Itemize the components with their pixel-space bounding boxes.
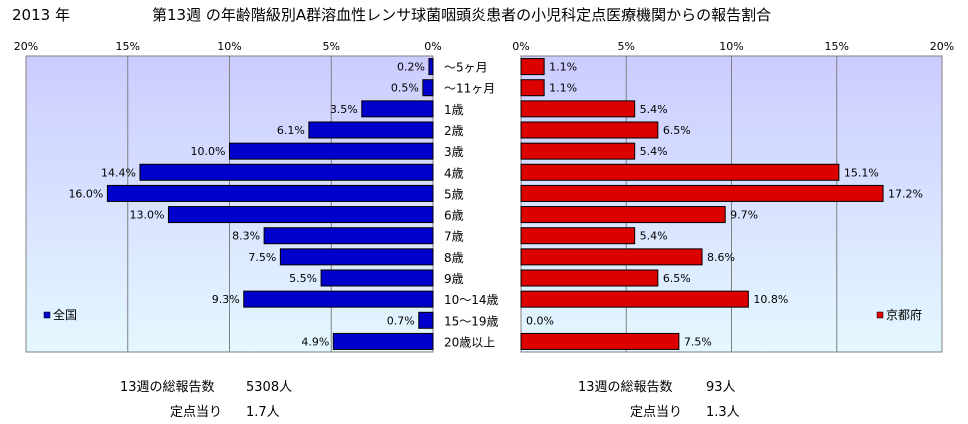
right-bar (520, 79, 545, 97)
right-bar (520, 58, 545, 76)
left-bar (229, 142, 434, 160)
left-bar (332, 332, 434, 350)
category-label: 5歳 (444, 187, 464, 201)
category-label: 20歳以上 (444, 335, 495, 349)
left-bar (308, 121, 434, 139)
right-data-label: 1.1% (549, 82, 577, 95)
left-bar (428, 58, 434, 76)
category-label: 4歳 (444, 166, 464, 180)
left-data-label: 0.7% (387, 314, 415, 327)
category-label: ～5ヶ月 (444, 61, 488, 75)
category-label: 10～14歳 (444, 293, 499, 307)
left-total-value: 5308人 (246, 380, 293, 395)
right-data-label: 7.5% (684, 335, 712, 348)
left-legend-swatch (43, 311, 51, 319)
left-data-label: 0.5% (391, 82, 419, 95)
left-total-label: 13週の総報告数 (120, 380, 215, 395)
right-data-label: 8.6% (707, 251, 735, 264)
left-data-label: 7.5% (248, 251, 276, 264)
right-total-label: 13週の総報告数 (578, 380, 673, 395)
right-tick-label: 10% (719, 40, 743, 53)
right-bar (520, 248, 703, 266)
chart-title: 第13週 の年齢階級別A群溶血性レンサ球菌咽頭炎患者の小児科定点医療機関からの報… (152, 6, 772, 24)
right-legend-swatch (876, 311, 884, 319)
right-data-label: 5.4% (640, 230, 668, 243)
right-per-label: 定点当り (630, 405, 683, 420)
category-label: 6歳 (444, 209, 464, 223)
left-data-label: 14.4% (101, 166, 136, 179)
category-label: 1歳 (444, 103, 464, 117)
left-bar (263, 227, 434, 245)
left-bar (361, 100, 434, 118)
right-per-value: 1.3人 (706, 405, 740, 420)
left-bar (167, 206, 434, 224)
right-bar (520, 163, 840, 181)
category-label: 8歳 (444, 251, 464, 265)
right-tick-label: 20% (930, 40, 954, 53)
right-bar (520, 290, 749, 308)
left-tick-label: 0% (424, 40, 441, 53)
right-bar (520, 206, 726, 224)
right-bar (520, 227, 636, 245)
right-data-label: 1.1% (549, 61, 577, 74)
left-tick-label: 10% (217, 40, 241, 53)
right-bar (520, 100, 636, 118)
left-data-label: 3.5% (330, 103, 358, 116)
left-legend-label: 全国 (53, 307, 77, 322)
category-label: 2歳 (444, 124, 464, 138)
left-data-label: 4.9% (301, 335, 329, 348)
right-bar (520, 142, 636, 160)
left-data-label: 13.0% (129, 209, 164, 222)
left-bar (279, 248, 434, 266)
right-tick-label: 15% (825, 40, 849, 53)
right-data-label: 5.4% (640, 103, 668, 116)
left-data-label: 0.2% (397, 61, 425, 74)
left-bar (243, 290, 434, 308)
left-data-label: 9.3% (212, 293, 240, 306)
right-data-label: 15.1% (844, 166, 879, 179)
right-tick-label: 5% (618, 40, 635, 53)
right-data-label: 17.2% (888, 187, 923, 200)
right-bar (520, 184, 884, 202)
left-bar (422, 79, 434, 97)
category-label: 7歳 (444, 230, 464, 244)
category-label: 15～19歳 (444, 314, 499, 328)
right-data-label: 0.0% (526, 314, 554, 327)
category-label: 3歳 (444, 145, 464, 159)
right-bar (520, 121, 659, 139)
right-bar (520, 269, 659, 287)
chart-year: 2013 年 (12, 6, 70, 24)
right-legend-label: 京都府 (886, 307, 922, 322)
left-bar (418, 311, 434, 329)
right-data-label: 6.5% (663, 272, 691, 285)
left-data-label: 5.5% (289, 272, 317, 285)
category-label: 9歳 (444, 272, 464, 286)
category-label: ～11ヶ月 (444, 82, 495, 96)
left-per-value: 1.7人 (246, 405, 280, 420)
left-tick-label: 20% (14, 40, 38, 53)
left-bar (106, 184, 434, 202)
right-tick-label: 0% (512, 40, 529, 53)
left-per-label: 定点当り (170, 405, 223, 420)
left-bar (139, 163, 434, 181)
left-bar (320, 269, 434, 287)
right-data-label: 10.8% (753, 293, 788, 306)
right-bar (520, 332, 680, 350)
left-data-label: 16.0% (68, 187, 103, 200)
right-data-label: 5.4% (640, 145, 668, 158)
left-tick-label: 5% (323, 40, 340, 53)
right-total-value: 93人 (706, 380, 736, 395)
left-data-label: 8.3% (232, 230, 260, 243)
right-data-label: 9.7% (730, 209, 758, 222)
left-tick-label: 15% (116, 40, 140, 53)
left-data-label: 6.1% (277, 124, 305, 137)
right-data-label: 6.5% (663, 124, 691, 137)
left-data-label: 10.0% (191, 145, 226, 158)
